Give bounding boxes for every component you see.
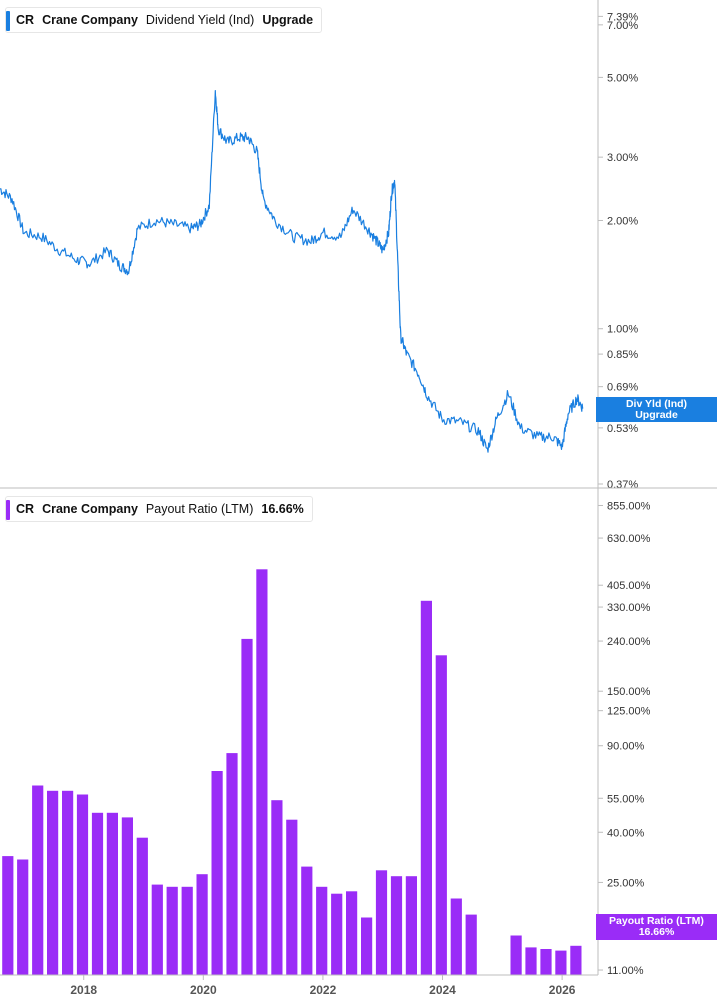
payout-bar (375, 870, 388, 975)
yield-tick-label: 5.00% (607, 72, 638, 84)
payout-legend-company: Crane Company (42, 502, 138, 516)
payout-bar (91, 812, 104, 975)
payout-bar (465, 914, 477, 975)
yield-panel: 7.39%7.00% 5.00% 3.00% 2.00% 1.00% 0.85% 0.69%… (0, 11, 638, 491)
payout-bar (420, 600, 432, 975)
payout-bar (121, 817, 133, 975)
payout-bar (540, 949, 552, 975)
payout-bar (166, 886, 178, 975)
payout-tick-label: 330.00% (607, 602, 651, 614)
payout-value-tag: Payout Ratio (LTM) 16.66% (596, 914, 717, 940)
payout-tag-line2: 16.66% (638, 926, 675, 938)
x-axis: 2018 2020 2022 2024 2026 (70, 975, 576, 997)
payout-bar (241, 638, 253, 975)
payout-bar (286, 819, 298, 975)
yield-legend-swatch (6, 11, 10, 31)
payout-tick-label: 630.00% (607, 533, 651, 545)
payout-bar (47, 790, 59, 975)
payout-bar (17, 859, 29, 975)
payout-tick-label: 125.00% (607, 706, 651, 718)
payout-bar (405, 876, 417, 975)
yield-tick-label: 0.69% (607, 382, 638, 394)
yield-tick-label: 0.37% (607, 479, 638, 491)
yield-tick-label: 2.00% (607, 215, 638, 227)
payout-legend[interactable]: CR Crane Company Payout Ratio (LTM) 16.6… (5, 496, 313, 522)
payout-legend-swatch (6, 500, 10, 520)
payout-bar (525, 947, 537, 975)
yield-tick-label: 0.85% (607, 349, 638, 361)
payout-tick-label: 855.00% (607, 500, 651, 512)
payout-bar (555, 950, 567, 975)
x-tick-label: 2020 (190, 983, 217, 997)
yield-tick-label: 0.53% (607, 423, 638, 435)
yield-tick-label: 7.39% (607, 11, 638, 23)
payout-bar (316, 886, 328, 975)
payout-tick-label: 405.00% (607, 580, 651, 592)
payout-bar (226, 753, 238, 975)
payout-bar (151, 884, 163, 975)
payout-bar (450, 898, 462, 975)
payout-bar (32, 785, 44, 975)
yield-tick-label: 3.00% (607, 152, 638, 164)
payout-bar (2, 856, 14, 975)
payout-tick-label: 90.00% (607, 741, 645, 753)
payout-bar (390, 876, 403, 975)
payout-bar (361, 917, 373, 975)
payout-bar (106, 812, 118, 975)
yield-tag-line2: Upgrade (635, 409, 678, 421)
payout-tick-label: 55.00% (607, 793, 645, 805)
yield-tag-line1: Div Yld (Ind) (625, 398, 688, 410)
payout-tick-label: 240.00% (607, 636, 651, 648)
x-tick-label: 2018 (70, 983, 97, 997)
x-tick-label: 2026 (549, 983, 576, 997)
payout-bar (136, 837, 148, 975)
yield-series-line (0, 90, 584, 453)
payout-bar (181, 886, 193, 975)
yield-value-tag[interactable]: Div Yld (Ind) Upgrade (596, 397, 717, 422)
x-tick-label: 2022 (310, 983, 337, 997)
payout-bar (331, 893, 343, 975)
payout-bar (570, 945, 582, 975)
payout-bar (271, 800, 283, 975)
yield-tick-label: 7.00% (607, 20, 638, 32)
yield-legend-metric: Dividend Yield (Ind) (145, 13, 255, 27)
yield-legend-upgrade-link[interactable]: Upgrade (262, 13, 314, 27)
payout-tick-label: 40.00% (607, 827, 645, 839)
yield-legend[interactable]: CR Crane Company Dividend Yield (Ind) Up… (5, 7, 323, 33)
payout-bar (256, 569, 268, 975)
payout-legend-value: 16.66% (261, 502, 304, 516)
payout-bar (211, 771, 223, 975)
payout-legend-ticker: CR (16, 502, 35, 516)
payout-tag-line1: Payout Ratio (LTM) (609, 915, 704, 927)
payout-bar (435, 655, 447, 975)
payout-tick-label: 11.00% (607, 965, 644, 977)
payout-legend-metric: Payout Ratio (LTM) (145, 502, 254, 516)
payout-panel: 855.00% 630.00% 405.00% 330.00% 240.00% 150.0… (2, 500, 651, 977)
payout-bar (196, 874, 208, 975)
yield-legend-company: Crane Company (42, 13, 138, 27)
x-tick-label: 2024 (429, 983, 456, 997)
yield-legend-ticker: CR (16, 13, 35, 27)
payout-bar (346, 891, 358, 975)
payout-bar (62, 790, 74, 975)
payout-bar (301, 866, 313, 975)
yield-tick-label: 1.00% (607, 324, 638, 336)
payout-tick-label: 25.00% (607, 877, 645, 889)
payout-tick-label: 150.00% (607, 686, 651, 698)
payout-bar (510, 935, 522, 975)
payout-bar (76, 794, 89, 975)
